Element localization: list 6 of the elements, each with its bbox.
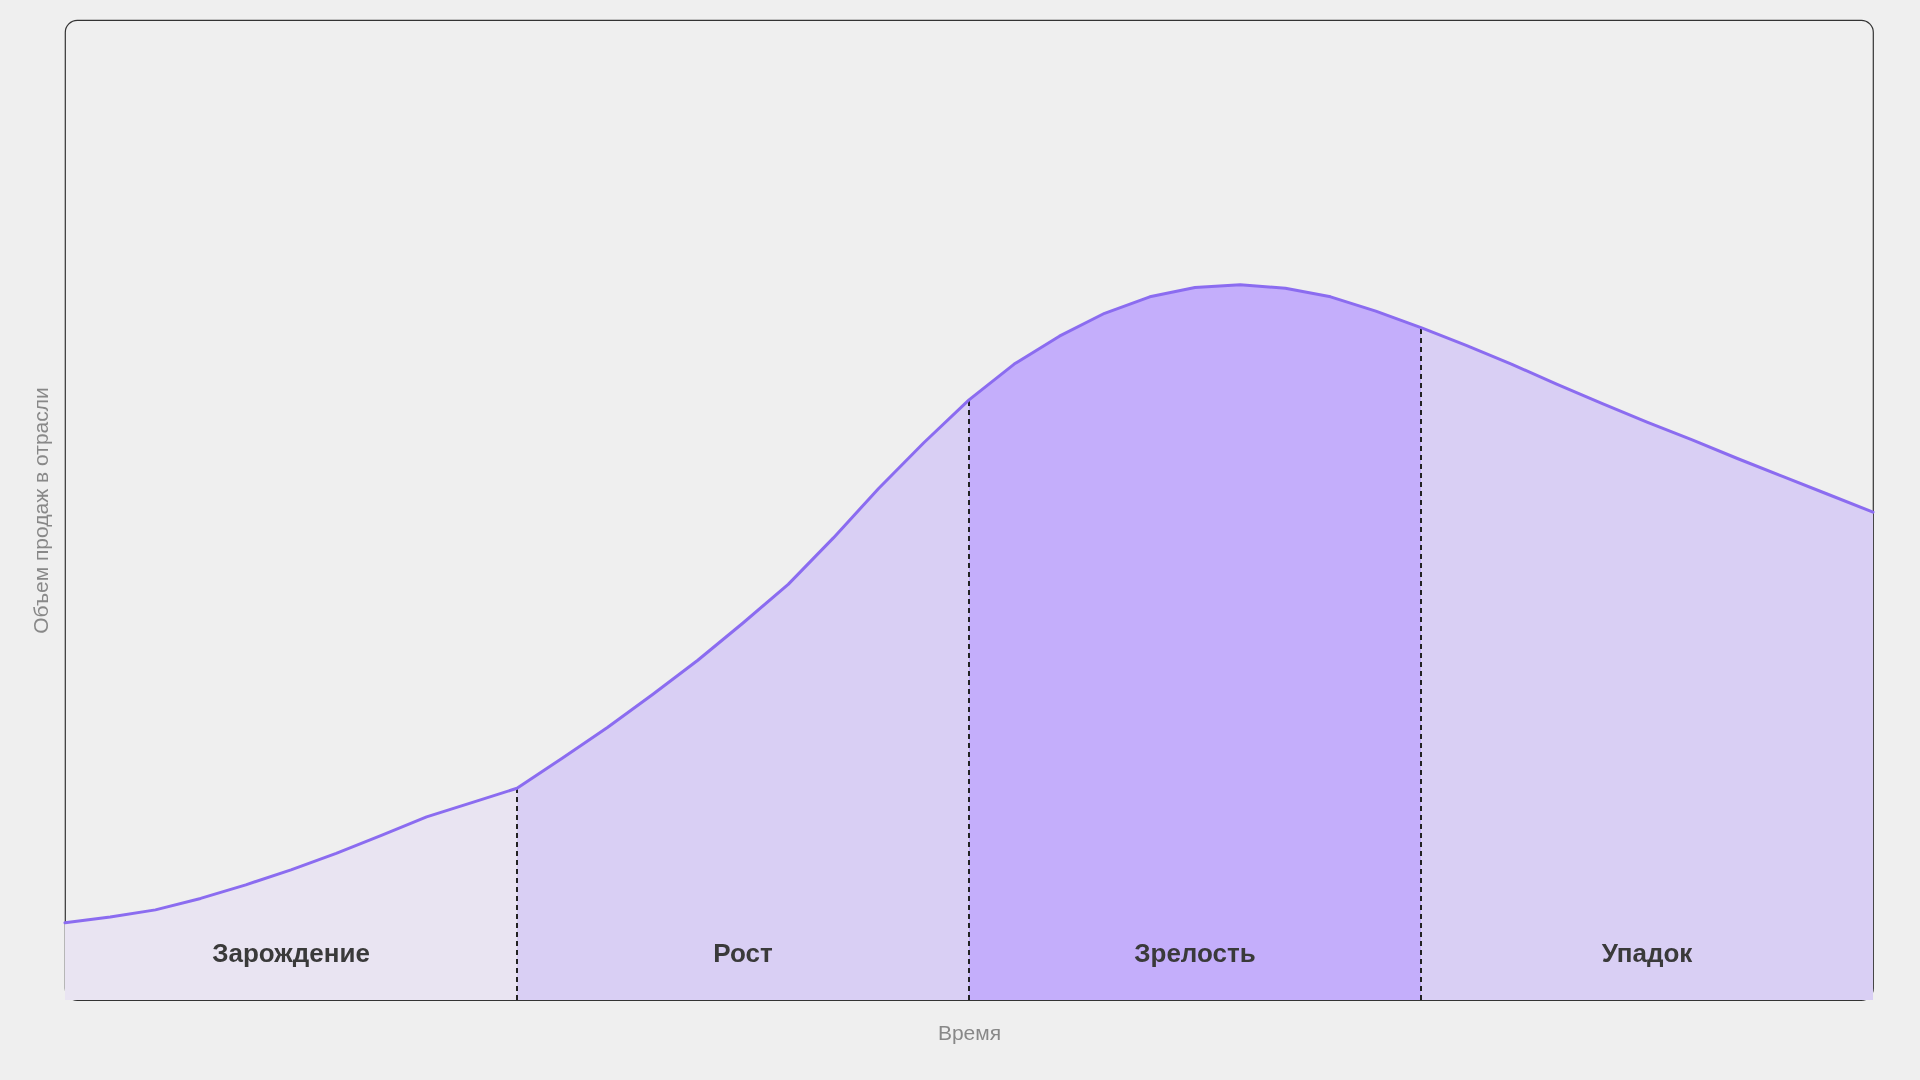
y-axis-title: Объем продаж в отрасли (28, 387, 52, 634)
series-label: Зрелость (1134, 937, 1256, 968)
x-axis-title: Время (937, 1020, 1002, 1044)
series-label: Упадок (1601, 937, 1694, 968)
series-label: Зарождение (212, 937, 370, 968)
series-label: Рост (713, 937, 773, 968)
